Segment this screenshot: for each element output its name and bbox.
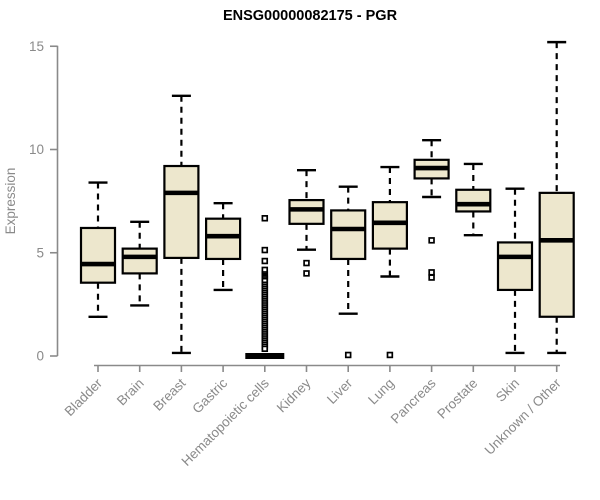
box-group-lung xyxy=(371,165,408,359)
y-tick-label: 0 xyxy=(36,349,44,364)
iqr-box xyxy=(538,191,575,318)
x-tick-label-bladder: Bladder xyxy=(62,375,106,419)
y-tick-label: 5 xyxy=(36,245,44,260)
box-group-prostate xyxy=(455,162,492,237)
x-tick-label-lung: Lung xyxy=(365,376,397,408)
box-group-brain xyxy=(121,220,158,307)
box-group-liver xyxy=(330,185,367,359)
box-group-skin xyxy=(496,187,534,355)
box-group-hematopoietic-cells xyxy=(245,215,285,359)
x-tick-label-breast: Breast xyxy=(150,375,188,413)
outlier-point xyxy=(303,259,310,267)
x-tick-label-prostate: Prostate xyxy=(434,376,480,422)
outlier-point xyxy=(261,345,269,353)
box-group-breast xyxy=(163,94,200,355)
iqr-box xyxy=(288,198,325,225)
y-tick-label: 15 xyxy=(29,39,44,54)
iqr-box xyxy=(79,226,117,284)
iqr-box xyxy=(455,188,492,213)
box-group-bladder xyxy=(79,181,117,318)
outlier-point xyxy=(261,246,269,254)
x-tick-label-unknown-other: Unknown / Other xyxy=(482,375,565,458)
box-group-pancreas xyxy=(413,139,450,281)
box-group-unknown-other xyxy=(538,40,575,355)
box-group-gastric xyxy=(205,201,242,292)
outlier-point xyxy=(386,351,394,359)
outlier-point xyxy=(428,269,435,276)
x-tick-label-pancreas: Pancreas xyxy=(388,375,439,426)
x-tick-label-brain: Brain xyxy=(114,376,147,409)
boxes-layer xyxy=(79,40,575,359)
x-tick-label-skin: Skin xyxy=(493,376,522,405)
iqr-box xyxy=(330,209,367,261)
outlier-point xyxy=(428,274,435,281)
x-tick-label-kidney: Kidney xyxy=(274,375,314,415)
chart-title: ENSG00000082175 - PGR xyxy=(223,8,398,24)
y-axis-label: Expression xyxy=(3,168,18,235)
outlier-point xyxy=(261,257,269,265)
x-tick-label-gastric: Gastric xyxy=(189,375,230,416)
x-tick-label-liver: Liver xyxy=(324,375,356,407)
iqr-box xyxy=(163,164,200,260)
outlier-point xyxy=(303,270,310,277)
iqr-box xyxy=(121,247,158,275)
iqr-box xyxy=(496,241,534,292)
box-group-kidney xyxy=(288,168,325,277)
iqr-box xyxy=(371,201,408,250)
y-tick-label: 10 xyxy=(29,142,44,157)
outlier-point xyxy=(261,215,269,222)
iqr-box xyxy=(205,217,242,261)
outlier-point xyxy=(344,351,352,359)
outlier-point xyxy=(428,237,435,244)
